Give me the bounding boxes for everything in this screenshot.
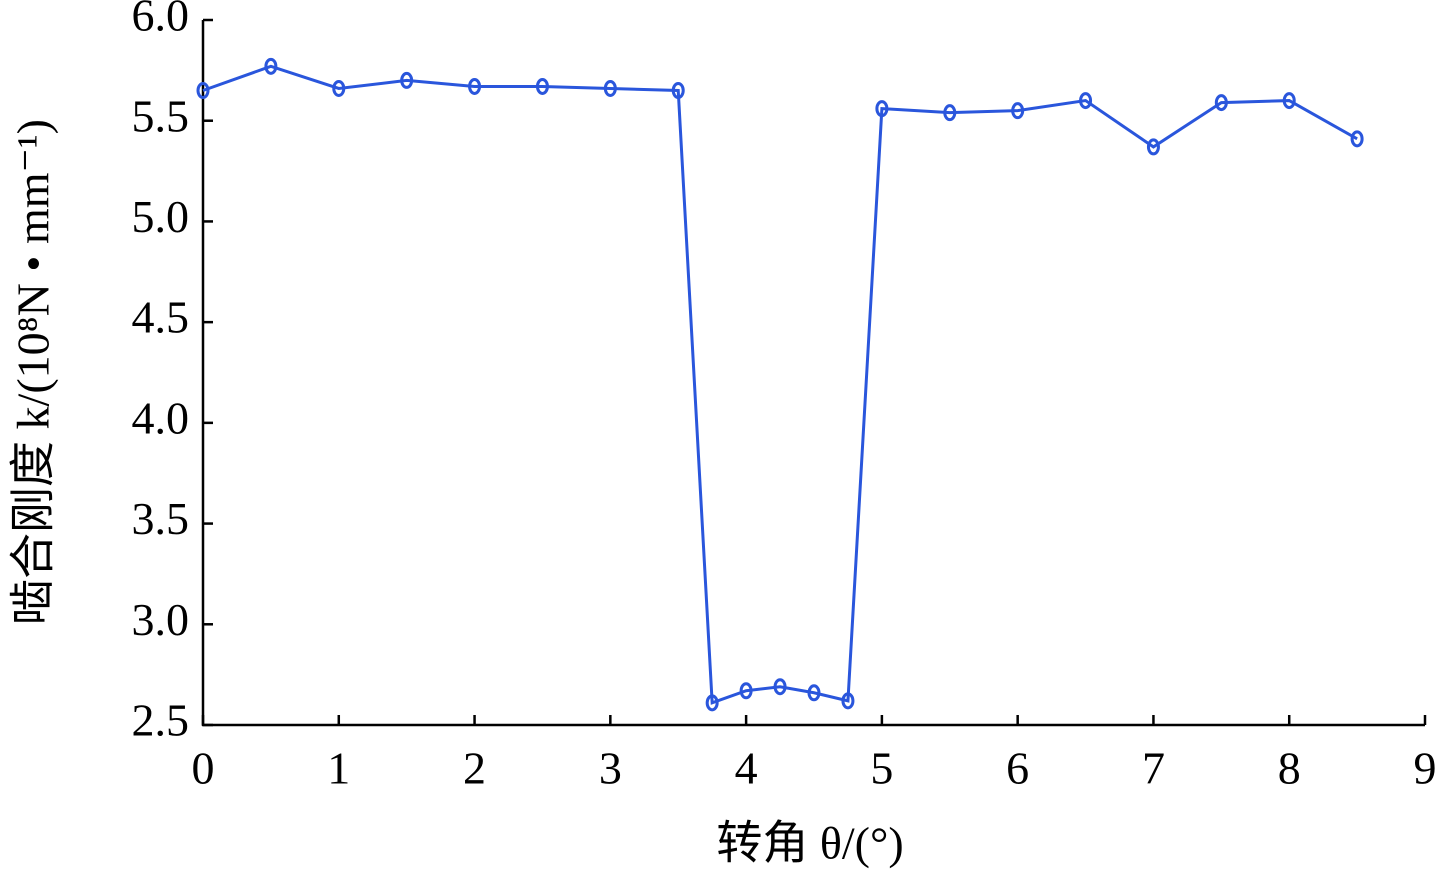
marker [705,694,719,712]
line [202,64,1358,705]
y-axis-label: 啮合刚度 k/(10⁸N • mm⁻¹) [8,119,59,625]
marker [603,79,617,97]
marker [196,82,210,99]
marker [535,77,549,95]
x-tick-label: 6 [1006,743,1029,794]
x-tick-label: 2 [463,743,486,794]
marker [1079,92,1093,110]
x-tick-label: 5 [870,743,893,794]
marker [841,692,855,710]
y-tick-label: 5.0 [132,191,190,242]
y-tick-label: 3.0 [132,594,190,645]
y-tick-label: 4.0 [132,392,190,443]
marker [773,678,787,696]
marker [332,79,346,97]
y-tick-label: 2.5 [132,695,190,746]
x-tick-label: 3 [599,743,622,794]
x-tick-label: 0 [192,743,215,794]
marker [264,57,278,75]
marker [468,77,482,95]
marker [400,71,414,89]
x-tick-label: 9 [1414,743,1437,794]
x-tick-label: 7 [1142,743,1165,794]
marker [875,100,889,118]
marker [807,684,821,702]
marker [739,682,753,700]
marker [943,104,957,122]
marker [1282,92,1296,110]
x-tick-label: 8 [1278,743,1301,794]
marker [1011,102,1025,120]
marker [1214,94,1228,112]
x-tick-label: 4 [735,743,758,794]
marker [1350,130,1364,148]
x-tick-label: 1 [327,743,350,794]
y-tick-label: 5.5 [132,90,190,141]
marker [1146,138,1160,156]
marker [671,82,685,99]
x-axis-label: 转角 θ/(°) [716,818,903,869]
y-tick-label: 4.5 [132,292,190,343]
y-tick-label: 3.5 [132,493,190,544]
y-tick-label: 6.0 [132,0,190,41]
